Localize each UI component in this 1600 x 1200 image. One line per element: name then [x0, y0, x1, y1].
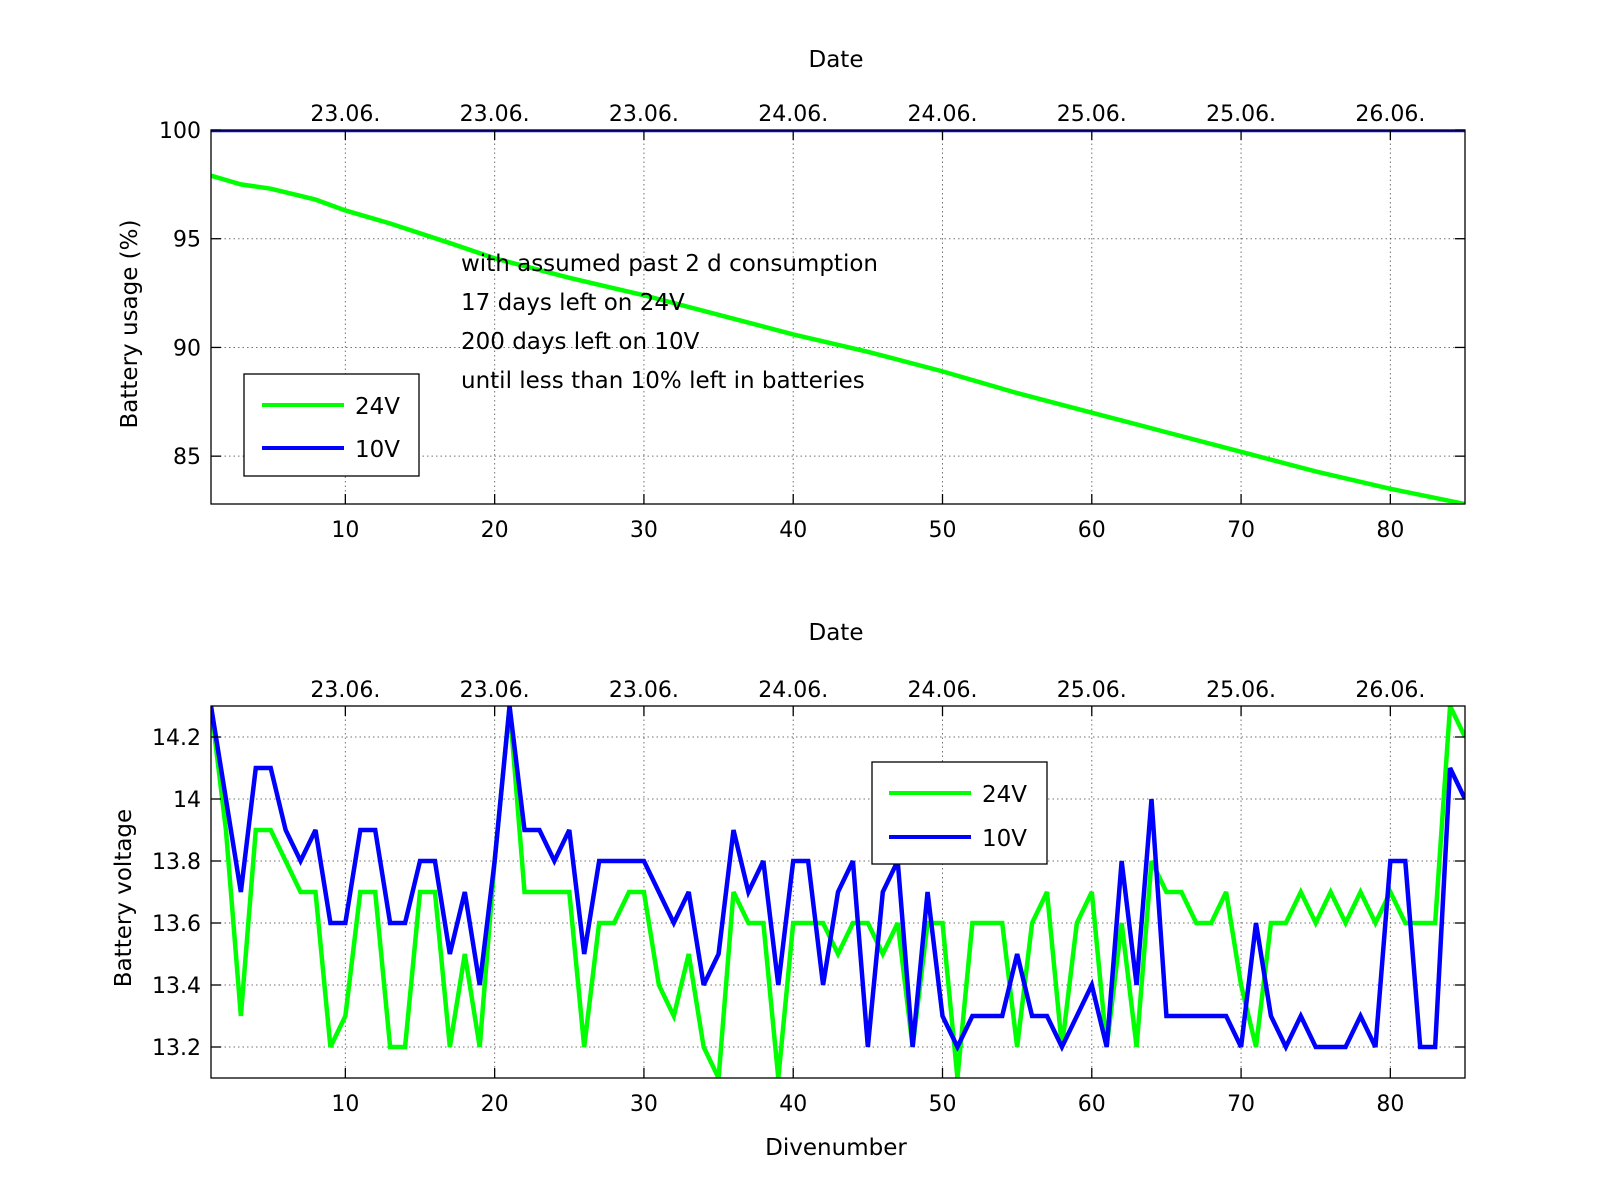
top-date-tick-label: 23.06.	[460, 102, 530, 127]
legend-label-10v: 10V	[982, 826, 1027, 852]
y-tick-label: 100	[159, 119, 201, 144]
x-tick-label: 80	[1376, 1092, 1404, 1117]
annotation: with assumed past 2 d consumption 17 day…	[461, 251, 878, 394]
x-tick-label: 30	[630, 518, 658, 543]
legend-box	[871, 761, 1048, 865]
top-date-tick-label: 26.06.	[1355, 678, 1425, 703]
y-tick-label: 85	[173, 445, 201, 470]
top-date-tick-label: 24.06.	[908, 678, 978, 703]
y-tick-label: 13.2	[152, 1036, 201, 1061]
battery-voltage-chart: Date Battery voltage Divenumber 10 23.06.…	[111, 620, 1466, 1161]
top-date-tick-label: 24.06.	[908, 102, 978, 127]
annotation-line: with assumed past 2 d consumption	[461, 251, 878, 277]
legend-label-24v: 24V	[982, 782, 1027, 808]
series-line-24v	[211, 173, 1465, 504]
series-line-24v	[211, 706, 1465, 1078]
x-axis-label: Divenumber	[765, 1135, 907, 1161]
y-tick-label: 13.4	[152, 974, 201, 999]
top-date-tick-label: 24.06.	[758, 678, 828, 703]
top-date-tick-label: 23.06.	[310, 678, 380, 703]
legend-label-24v: 24V	[355, 394, 400, 420]
series-line-10v	[211, 706, 1465, 1053]
top-date-tick-label: 24.06.	[758, 102, 828, 127]
x-tick-label: 10	[331, 518, 359, 543]
top-date-tick-label: 25.06.	[1057, 678, 1127, 703]
top-date-tick-label: 25.06.	[1206, 678, 1276, 703]
y-tick-label: 13.6	[152, 912, 201, 937]
top-date-tick-label: 23.06.	[609, 678, 679, 703]
x-tick-label: 40	[779, 1092, 807, 1117]
y-tick-label: 95	[173, 228, 201, 253]
x-tick-label: 70	[1227, 518, 1255, 543]
y-axis-label: Battery voltage	[111, 809, 137, 987]
x-tick-label: 20	[481, 1092, 509, 1117]
top-date-tick-label: 26.06.	[1355, 102, 1425, 127]
x-tick-label: 20	[481, 518, 509, 543]
legend-box	[243, 373, 420, 477]
x-tick-label: 80	[1376, 518, 1404, 543]
top-date-tick-label: 23.06.	[310, 102, 380, 127]
top-date-tick-label: 25.06.	[1057, 102, 1127, 127]
plot-frame	[210, 129, 1466, 505]
top-date-tick-label: 25.06.	[1206, 102, 1276, 127]
annotation-line: until less than 10% left in batteries	[461, 368, 865, 394]
y-tick-label: 90	[173, 336, 201, 361]
y-tick-label: 14.2	[152, 726, 201, 751]
battery-usage-chart: Date Battery usage (%) 10 23.06. 20 23.06. 3…	[117, 47, 1466, 543]
x-tick-label: 50	[929, 1092, 957, 1117]
top-date-tick-label: 23.06.	[460, 678, 530, 703]
top-axis-title: Date	[809, 47, 864, 73]
x-tick-label: 70	[1227, 1092, 1255, 1117]
x-tick-label: 30	[630, 1092, 658, 1117]
y-tick-label: 13.8	[152, 850, 201, 875]
annotation-line: 17 days left on 24V	[461, 290, 685, 316]
x-tick-label: 10	[331, 1092, 359, 1117]
x-tick-label: 60	[1078, 1092, 1106, 1117]
x-tick-label: 40	[779, 518, 807, 543]
plot-frame	[210, 705, 1466, 1079]
top-date-tick-label: 23.06.	[609, 102, 679, 127]
y-axis-label: Battery usage (%)	[117, 220, 143, 429]
top-axis-title: Date	[809, 620, 864, 646]
legend: 24V 10V	[871, 761, 1048, 865]
x-tick-label: 50	[929, 518, 957, 543]
annotation-line: 200 days left on 10V	[461, 329, 700, 355]
legend: 24V 10V	[243, 373, 420, 477]
legend-label-10v: 10V	[355, 437, 400, 463]
x-tick-label: 60	[1078, 518, 1106, 543]
y-tick-label: 14	[173, 788, 201, 813]
